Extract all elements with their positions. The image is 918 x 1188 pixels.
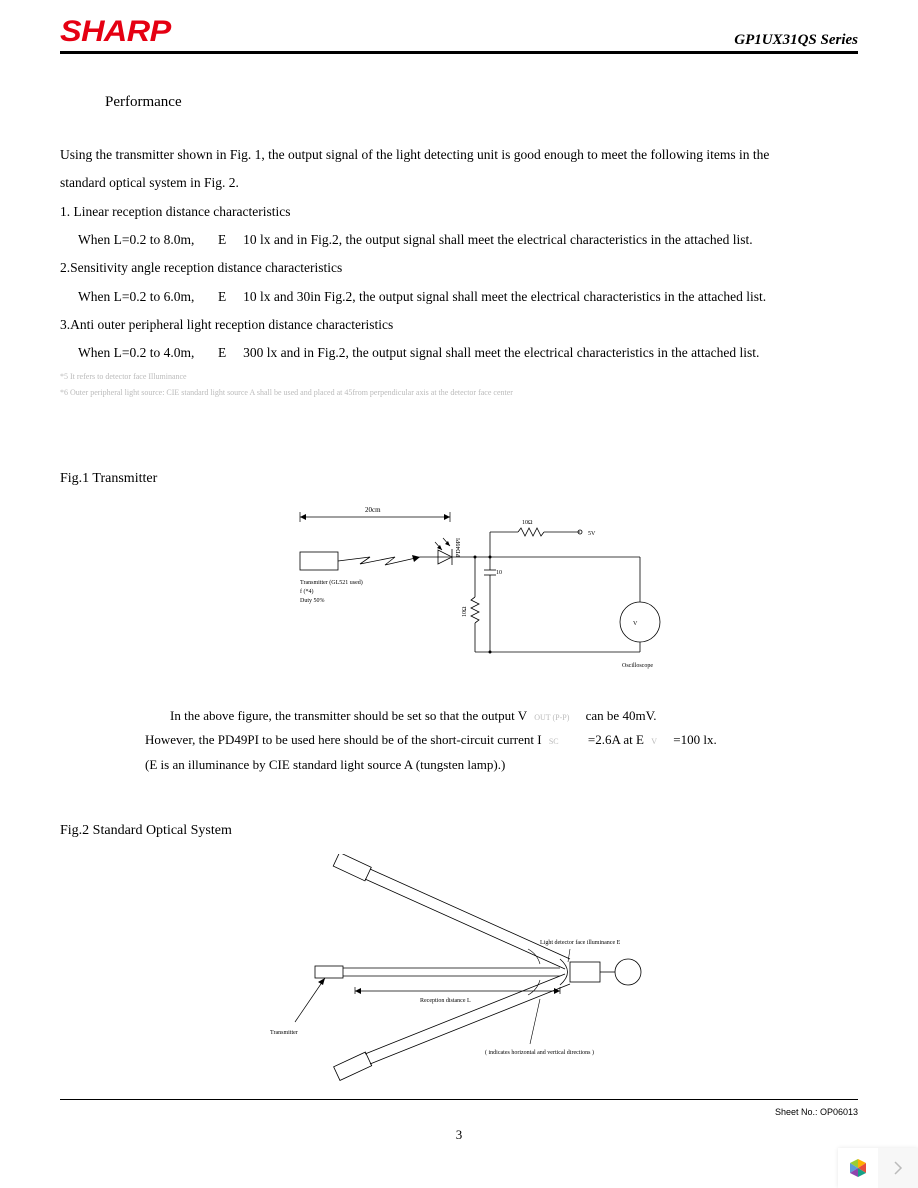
- item-3-body: When L=0.2 to 4.0m, E 300 lx and in Fig.…: [60, 345, 759, 360]
- header: SHARP GP1UX31QS Series: [60, 15, 858, 54]
- item-3: 3.Anti outer peripheral light reception …: [60, 311, 858, 368]
- corner-widget: [838, 1148, 918, 1188]
- item-2: 2.Sensitivity angle reception distance c…: [60, 254, 858, 311]
- item-2-body: When L=0.2 to 6.0m, E 10 lx and 30in Fig…: [60, 289, 766, 304]
- item-1-body: When L=0.2 to 8.0m, E 10 lx and in Fig.2…: [60, 232, 753, 247]
- svg-text:Transmitter (GL521 used): Transmitter (GL521 used): [300, 579, 363, 586]
- svg-text:10Ω: 10Ω: [462, 606, 468, 617]
- svg-text:Duty 50%: Duty 50%: [300, 598, 325, 604]
- fig1-caption-line-1: In the above figure, the transmitter sho…: [170, 704, 858, 729]
- svg-text:PD49PI: PD49PI: [456, 538, 462, 557]
- svg-text:Transmitter: Transmitter: [270, 1030, 298, 1036]
- footnote-6: *6 Outer peripheral light source: CIE st…: [60, 386, 858, 400]
- svg-text:20cm: 20cm: [365, 506, 381, 514]
- svg-text:10: 10: [496, 570, 502, 576]
- page-number: 3: [456, 1127, 463, 1143]
- sheet-number: Sheet No.: OP06013: [775, 1107, 858, 1117]
- page: SHARP GP1UX31QS Series Performance Using…: [0, 0, 918, 1165]
- svg-text:Light detector face illuminanc: Light detector face illuminance E: [540, 939, 621, 946]
- svg-text:( indicates horizontal and ver: ( indicates horizontal and vertical dire…: [485, 1049, 594, 1056]
- footer-line: [60, 1099, 858, 1100]
- svg-text:f (*4): f (*4): [300, 588, 314, 595]
- section-title: Performance: [105, 94, 858, 111]
- svg-text:Oscilloscope: Oscilloscope: [622, 663, 653, 669]
- fig1-caption: In the above figure, the transmitter sho…: [170, 704, 858, 778]
- intro-line-2: standard optical system in Fig. 2.: [60, 175, 239, 190]
- item-1: 1. Linear reception distance characteris…: [60, 198, 858, 255]
- series-title: GP1UX31QS Series: [734, 32, 858, 49]
- fig2-diagram: Transmitter Reception distance L Light d…: [230, 854, 858, 1089]
- fig1-caption-line-2: However, the PD49PI to be used here shou…: [145, 728, 858, 753]
- item-2-heading: 2.Sensitivity angle reception distance c…: [60, 260, 342, 275]
- sharp-logo: SHARP: [60, 15, 171, 49]
- fig1-diagram: 20cm Transmitter (GL521 used) f (*4) Dut…: [260, 502, 858, 692]
- intro-line-1: Using the transmitter shown in Fig. 1, t…: [60, 147, 769, 162]
- svg-text:10Ω: 10Ω: [522, 520, 533, 526]
- svg-text:V: V: [633, 621, 638, 627]
- svg-text:5V: 5V: [588, 531, 596, 537]
- footnote-5: *5 It refers to detector face Illuminanc…: [60, 370, 858, 384]
- next-page-button[interactable]: [878, 1148, 918, 1188]
- intro-paragraph: Using the transmitter shown in Fig. 1, t…: [60, 141, 858, 198]
- svg-text:Reception distance L: Reception distance L: [420, 998, 471, 1004]
- fig1-title: Fig.1 Transmitter: [60, 471, 858, 487]
- item-3-heading: 3.Anti outer peripheral light reception …: [60, 317, 393, 332]
- fig2-title: Fig.2 Standard Optical System: [60, 823, 858, 839]
- fig1-caption-line-3: (E is an illuminance by CIE standard lig…: [145, 753, 858, 778]
- corner-logo-icon[interactable]: [838, 1148, 878, 1188]
- item-1-heading: 1. Linear reception distance characteris…: [60, 204, 291, 219]
